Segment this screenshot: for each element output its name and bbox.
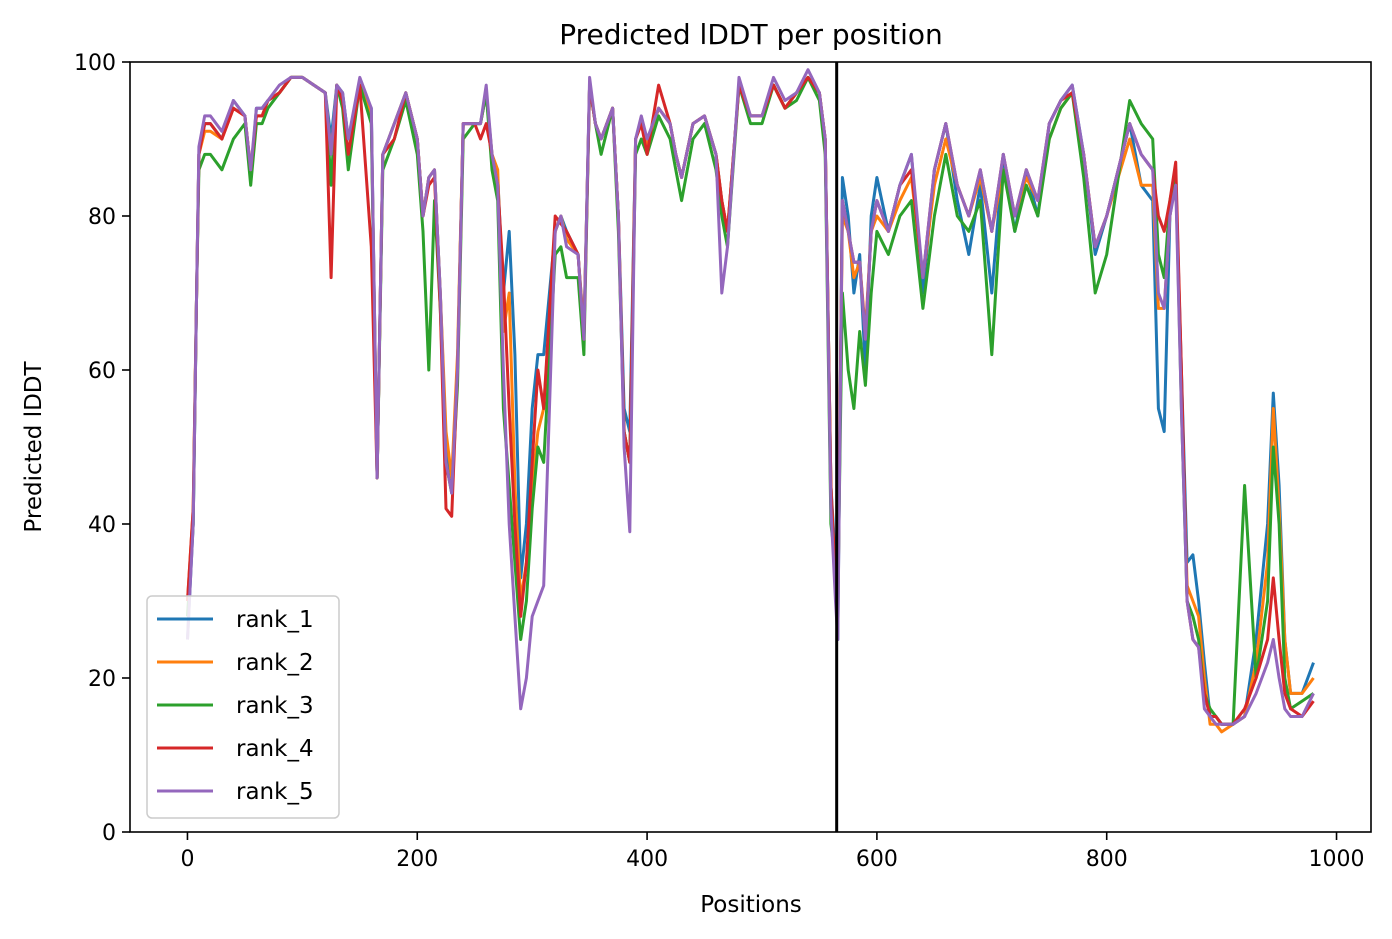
x-tick-label: 200 <box>396 847 438 872</box>
plot-lines <box>186 68 1315 734</box>
y-tick-label: 0 <box>102 821 116 846</box>
legend-box <box>146 595 340 819</box>
y-tick-label: 40 <box>88 513 116 538</box>
x-axis-label: Positions <box>700 892 802 918</box>
y-axis-label: Predicted lDDT <box>21 360 47 532</box>
chart-title: Predicted lDDT per position <box>559 18 943 51</box>
y-axis-ticks: 0 20 40 60 80 100 <box>74 51 130 846</box>
series-line-rank_5 <box>186 68 1315 726</box>
legend-label-rank_3: rank_3 <box>236 693 314 719</box>
y-tick-label: 20 <box>88 667 116 692</box>
legend-label-rank_4: rank_4 <box>236 736 314 762</box>
x-axis-ticks: 0 200 400 600 800 1000 <box>180 832 1365 872</box>
x-tick-label: 1000 <box>1309 847 1365 872</box>
x-tick-label: 0 <box>180 847 194 872</box>
y-tick-label: 60 <box>88 359 116 384</box>
y-tick-label: 80 <box>88 205 116 230</box>
x-tick-label: 800 <box>1086 847 1128 872</box>
legend-label-rank_1: rank_1 <box>236 607 314 633</box>
x-tick-label: 600 <box>856 847 898 872</box>
y-tick-label: 100 <box>74 51 116 76</box>
plot-frame <box>129 61 1372 833</box>
x-tick-label: 400 <box>626 847 668 872</box>
legend-label-rank_5: rank_5 <box>236 779 314 805</box>
legend-label-rank_2: rank_2 <box>236 650 314 676</box>
legend: rank_1 rank_2 rank_3 rank_4 rank_5 <box>146 595 340 819</box>
